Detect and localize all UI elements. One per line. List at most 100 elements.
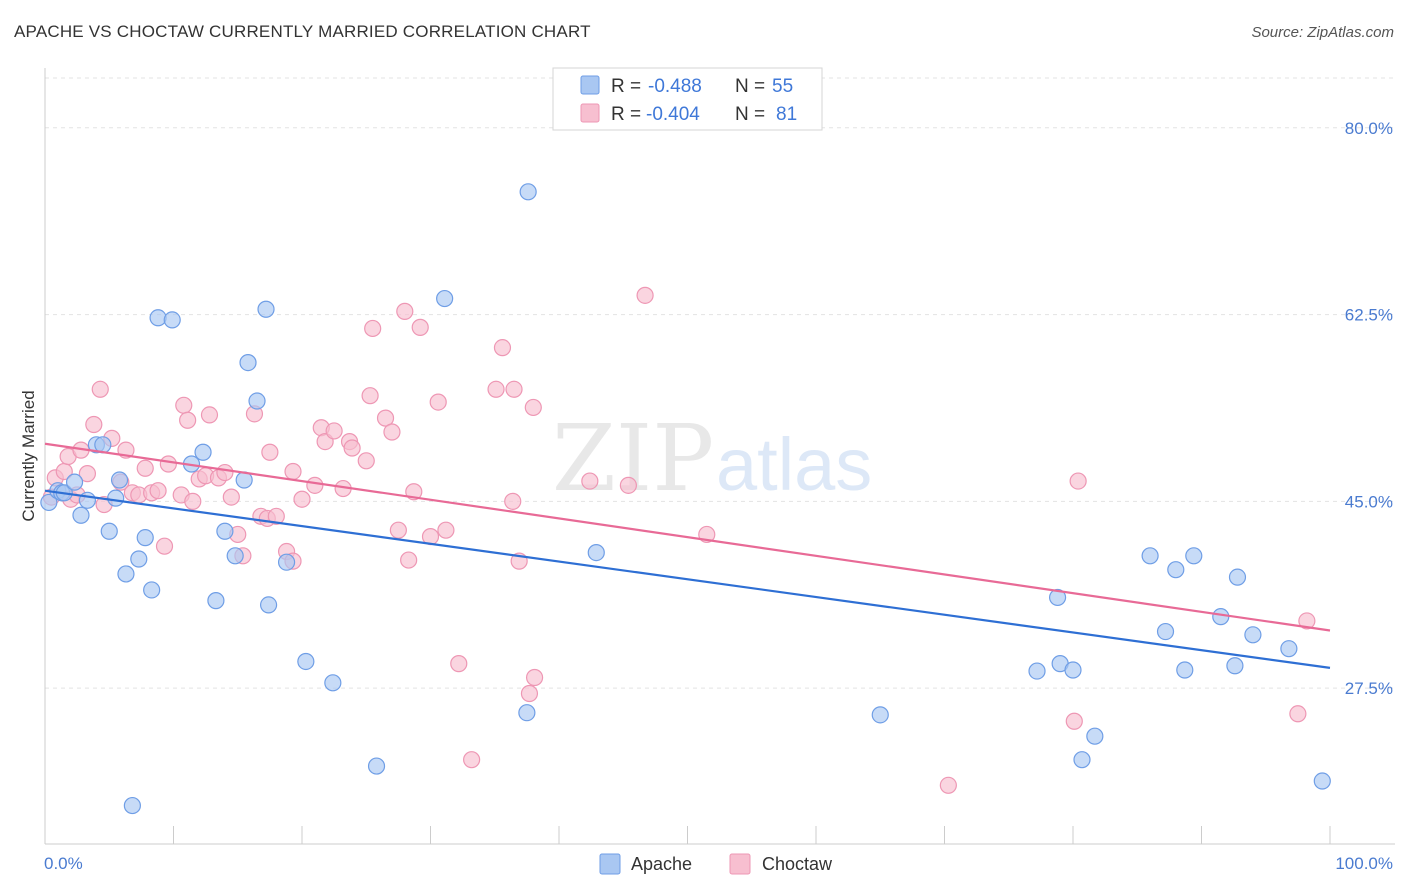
choctaw-point (493, 339, 512, 357)
choctaw-point (376, 409, 395, 427)
choctaw-point (429, 393, 447, 411)
y-tick-label: 45.0% (1345, 492, 1393, 511)
legend-apache-r-value: -0.488 (648, 76, 702, 97)
apache-point (207, 592, 225, 610)
choctaw-point (261, 443, 279, 461)
apache-point (324, 674, 342, 692)
legend-choctaw-n-label: N = (735, 104, 765, 125)
apache-point (143, 581, 161, 599)
apache-point (587, 543, 605, 562)
choctaw-point (525, 668, 544, 687)
apache-point (1073, 751, 1091, 769)
choctaw-point (343, 439, 361, 457)
apache-point (72, 506, 90, 524)
y-axis-tick-labels: 27.5% 45.0% 62.5% 80.0% (1345, 119, 1393, 698)
choctaw-point (463, 751, 481, 769)
apache-point (194, 443, 212, 461)
choctaw-point (306, 476, 324, 494)
legend-choctaw-r-label: R = (611, 104, 641, 125)
apache-point (149, 309, 167, 327)
series-legend: Apache Choctaw (599, 853, 833, 875)
choctaw-point (437, 521, 455, 539)
choctaw-point (364, 319, 382, 338)
apache-point (1244, 626, 1262, 644)
choctaw-point (939, 776, 957, 794)
legend-choctaw-n-value: 81 (776, 104, 797, 125)
choctaw-point (155, 537, 174, 555)
apache-point (1176, 661, 1194, 679)
choctaw-point (284, 462, 302, 481)
apache-point (1156, 622, 1175, 641)
choctaw-point (396, 302, 414, 320)
apache-point (1226, 657, 1244, 675)
apache-point (367, 757, 386, 775)
choctaw-point (411, 318, 429, 336)
correlation-legend: R = -0.488 N = 55 R = -0.404 N = 81 (552, 67, 823, 131)
choctaw-point (184, 492, 202, 510)
choctaw-point (78, 465, 97, 483)
bottom-legend-apache-swatch (599, 853, 621, 875)
choctaw-point (619, 476, 637, 494)
choctaw-point (293, 490, 311, 508)
watermark-zip: ZIP (552, 405, 714, 512)
choctaw-point (520, 684, 539, 703)
choctaw-point (325, 422, 343, 440)
apache-point (239, 354, 257, 372)
choctaw-point (357, 452, 375, 470)
apache-point (1141, 547, 1159, 565)
choctaw-trend-line (44, 442, 1331, 632)
choctaw-point (1065, 712, 1083, 730)
apache-point (1228, 568, 1247, 586)
legend-choctaw-swatch (580, 103, 600, 123)
choctaw-point (581, 472, 599, 490)
choctaw-point (524, 398, 542, 417)
apache-point (1167, 561, 1185, 579)
apache-point (65, 473, 84, 491)
y-tick-label: 80.0% (1345, 119, 1393, 138)
bottom-legend-choctaw-label: Choctaw (762, 854, 833, 874)
apache-point (216, 522, 234, 540)
choctaw-point (636, 286, 654, 304)
apache-point (1212, 608, 1230, 626)
apache-point (248, 392, 266, 410)
apache-point (40, 493, 58, 512)
legend-apache-r-label: R = (611, 76, 641, 97)
choctaw-point (389, 521, 407, 539)
legend-apache-swatch (580, 75, 600, 95)
trend-lines (44, 442, 1331, 669)
apache-point (130, 550, 148, 568)
choctaw-point (91, 380, 109, 398)
x-tick-label-min: 0.0% (44, 854, 83, 873)
apache-point (110, 471, 129, 489)
apache-point (871, 706, 889, 724)
choctaw-point (1289, 705, 1307, 723)
choctaw-point (487, 380, 505, 398)
apache-point (226, 547, 244, 565)
choctaw-points (42, 286, 1316, 794)
apache-point (1028, 662, 1046, 680)
watermark-atlas: atlas (716, 423, 872, 506)
y-tick-label: 27.5% (1345, 679, 1393, 698)
choctaw-point (504, 492, 522, 510)
apache-point (1313, 772, 1331, 790)
choctaw-point (1069, 472, 1087, 490)
choctaw-point (505, 380, 523, 398)
apache-point (436, 289, 454, 308)
chart-source: Source: ZipAtlas.com (1251, 24, 1394, 41)
y-tick-label: 62.5% (1345, 306, 1393, 325)
apache-point (259, 596, 278, 614)
apache-point (163, 311, 181, 329)
apache-trend-line (44, 489, 1331, 669)
apache-point (519, 183, 537, 201)
apache-point (1280, 640, 1298, 658)
apache-point (518, 704, 536, 722)
y-axis-label: Currently Married (19, 390, 38, 521)
legend-apache-n-value: 55 (772, 76, 793, 97)
grid-lines (45, 77, 1395, 689)
choctaw-point (267, 507, 285, 525)
choctaw-point (85, 415, 103, 434)
x-tick-label-max: 100.0% (1335, 854, 1393, 873)
apache-point (1185, 547, 1203, 565)
choctaw-point (159, 455, 177, 473)
